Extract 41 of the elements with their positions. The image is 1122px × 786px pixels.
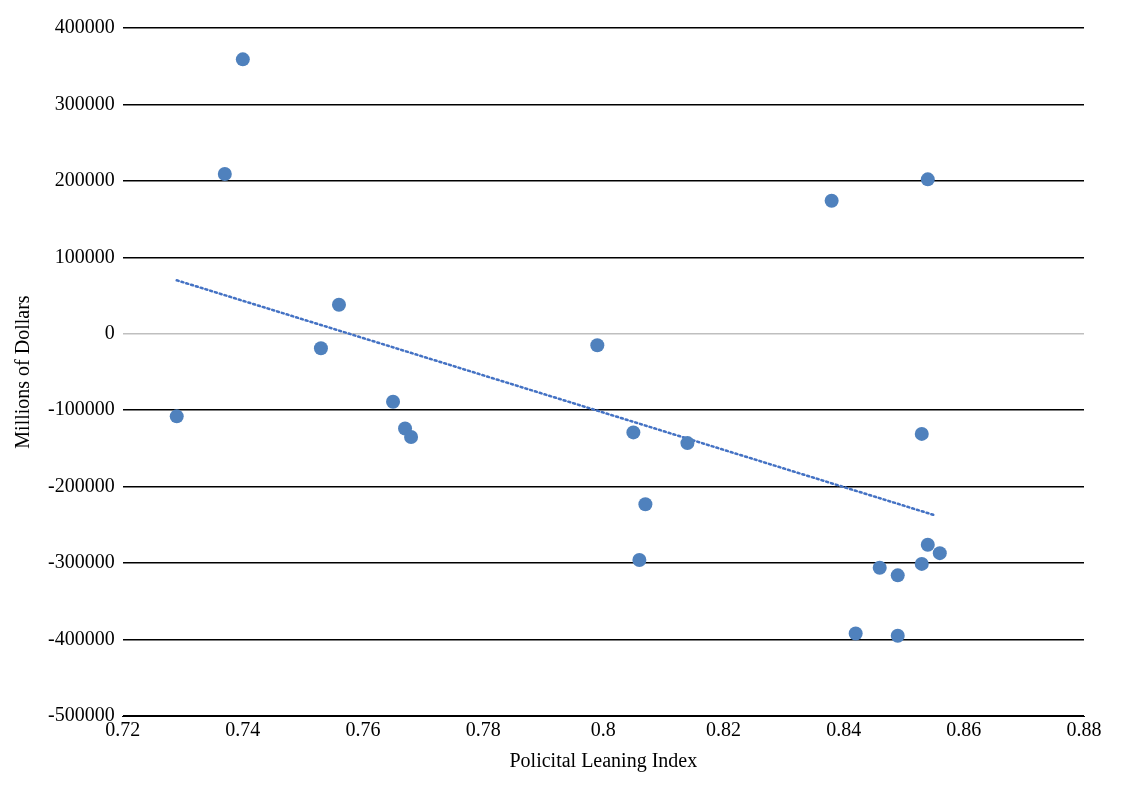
point — [890, 568, 905, 583]
point — [920, 172, 935, 187]
y-tick-label: 0 — [104, 321, 115, 344]
point — [872, 560, 887, 575]
point — [331, 297, 346, 312]
point — [386, 394, 401, 409]
x-tick-label: 0.86 — [946, 718, 982, 741]
x-tick-label: 0.82 — [706, 718, 741, 741]
point — [632, 553, 647, 568]
point — [680, 436, 695, 451]
point — [848, 626, 863, 641]
x-tick-label: 0.74 — [225, 718, 261, 741]
point — [638, 497, 653, 512]
x-tick-label: 0.88 — [1066, 718, 1102, 741]
y-tick-label: -400000 — [47, 626, 115, 649]
point — [235, 52, 250, 67]
point — [824, 193, 839, 208]
point — [313, 341, 328, 356]
y-tick-label: 400000 — [54, 15, 115, 38]
y-axis-title: Millions of Dollars — [11, 295, 34, 449]
x-tick-label: 0.76 — [345, 718, 381, 741]
point — [626, 425, 641, 440]
y-tick-label: -300000 — [47, 550, 115, 573]
x-axis-title: Policital Leaning Index — [509, 749, 698, 773]
point — [890, 628, 905, 643]
point — [404, 429, 419, 444]
y-tick-label: -200000 — [47, 473, 115, 496]
y-tick-label: -100000 — [47, 397, 115, 420]
point — [914, 556, 929, 571]
point — [590, 338, 605, 353]
x-tick-label: 0.8 — [590, 718, 616, 741]
x-tick-label: 0.84 — [826, 718, 862, 741]
y-tick-label: 300000 — [54, 91, 115, 114]
point — [920, 537, 935, 552]
point — [914, 426, 929, 441]
y-tick-label: 200000 — [54, 168, 115, 191]
point — [169, 409, 184, 424]
x-tick-label: 0.78 — [465, 718, 501, 741]
point — [932, 546, 947, 561]
y-tick-label: 100000 — [54, 244, 115, 267]
point — [217, 167, 232, 182]
